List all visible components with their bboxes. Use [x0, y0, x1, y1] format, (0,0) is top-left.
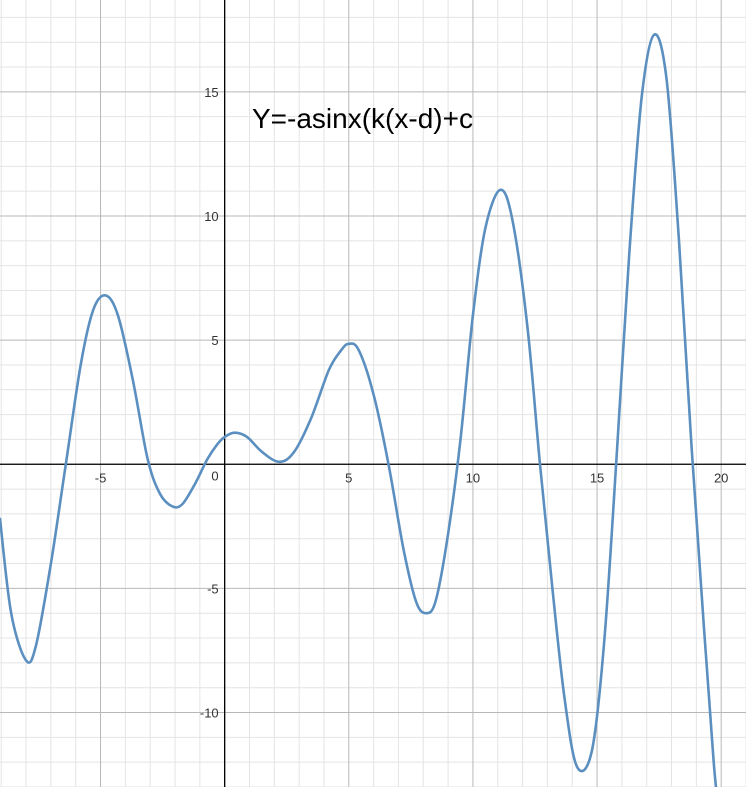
y-tick-label: -5 [207, 581, 219, 596]
y-tick-labels: 15 10 5 -5 -10 [200, 85, 219, 721]
y-tick-label: 5 [211, 333, 218, 348]
x-tick-label: -5 [95, 470, 107, 485]
x-tick-label: 20 [714, 470, 728, 485]
origin-label: 0 [211, 468, 218, 483]
function-curve [0, 33, 718, 787]
x-tick-labels: -5 5 10 15 20 [95, 470, 729, 485]
y-tick-label: 10 [204, 209, 218, 224]
x-tick-label: 5 [345, 470, 352, 485]
y-tick-label: 15 [204, 85, 218, 100]
x-tick-label: 10 [466, 470, 480, 485]
y-tick-label: -10 [200, 706, 219, 721]
x-tick-label: 15 [590, 470, 604, 485]
equation-annotation: Y=-asinx(k(x-d)+c [252, 103, 473, 134]
